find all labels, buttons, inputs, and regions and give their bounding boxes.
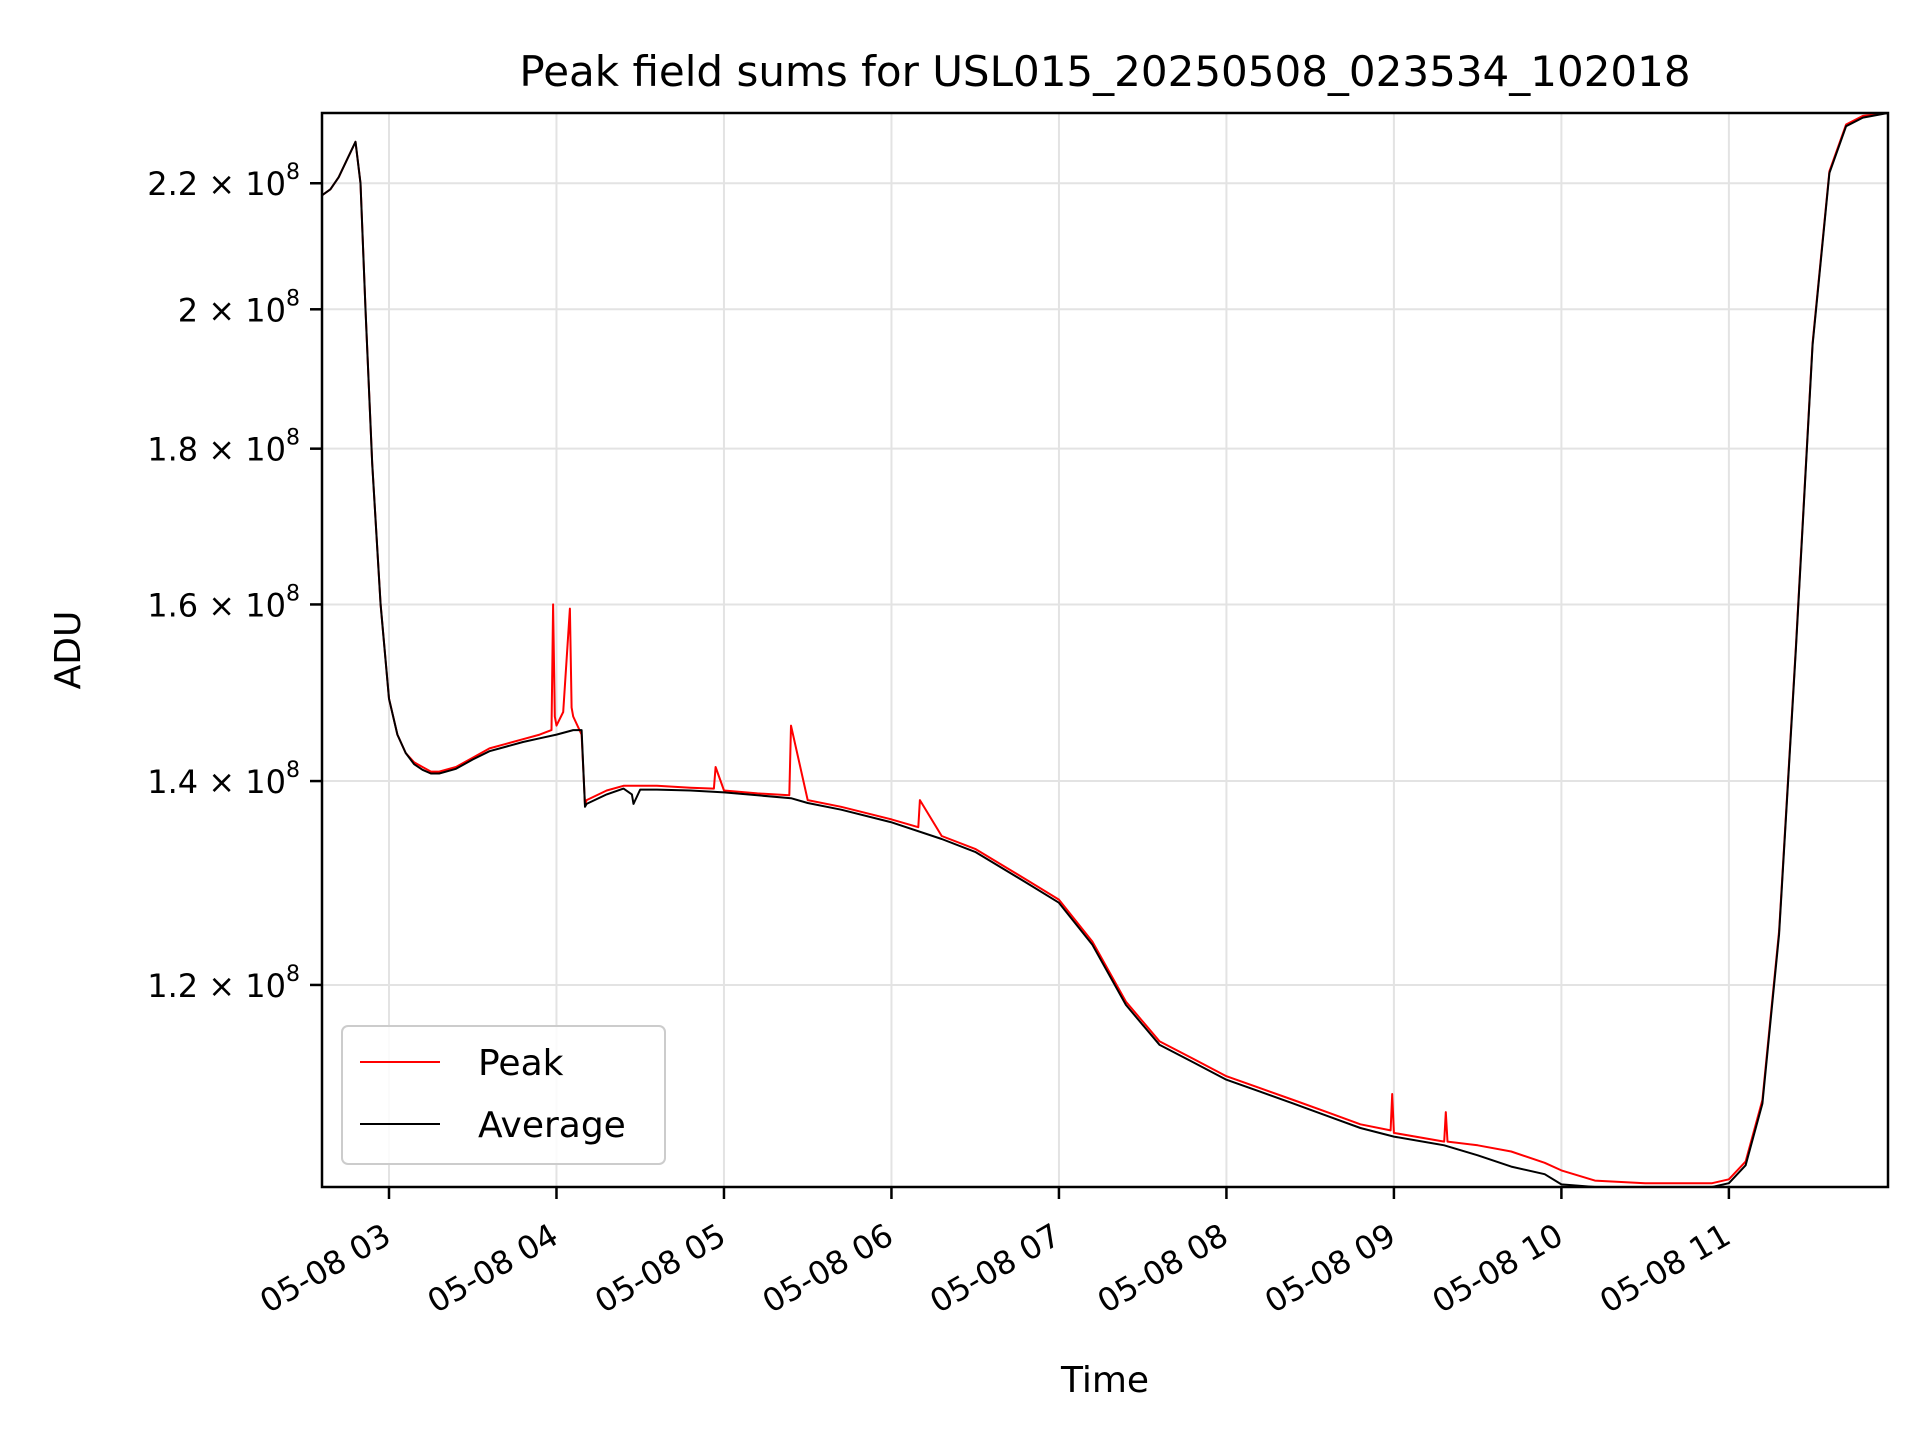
chart-title: Peak field sums for USL015_20250508_0235… — [519, 47, 1690, 96]
y-tick-label: 1.8 × 108 — [147, 426, 300, 469]
legend-label-average: Average — [478, 1105, 626, 1146]
y-axis-label: ADU — [48, 611, 89, 690]
y-tick-label: 2 × 108 — [178, 286, 300, 329]
x-axis-label: Time — [1060, 1360, 1149, 1401]
plot-frame — [320, 111, 1890, 1189]
series-line-peak — [322, 113, 1888, 1185]
y-tick-label: 1.4 × 108 — [147, 758, 300, 801]
legend-box — [341, 1025, 666, 1165]
series-line-average — [322, 113, 1888, 1187]
legend: Peak Average — [341, 1025, 666, 1165]
y-axis-ticks: 1.2 × 108 1.4 × 108 1.6 × 108 1.8 × 108 2 × … — [147, 160, 322, 1005]
y-tick-label: 2.2 × 108 — [147, 160, 300, 203]
y-tick-label: 1.6 × 108 — [147, 581, 300, 624]
series-layer — [322, 113, 1888, 1187]
legend-label-peak: Peak — [478, 1043, 564, 1084]
y-tick-label: 1.2 × 108 — [147, 962, 300, 1005]
